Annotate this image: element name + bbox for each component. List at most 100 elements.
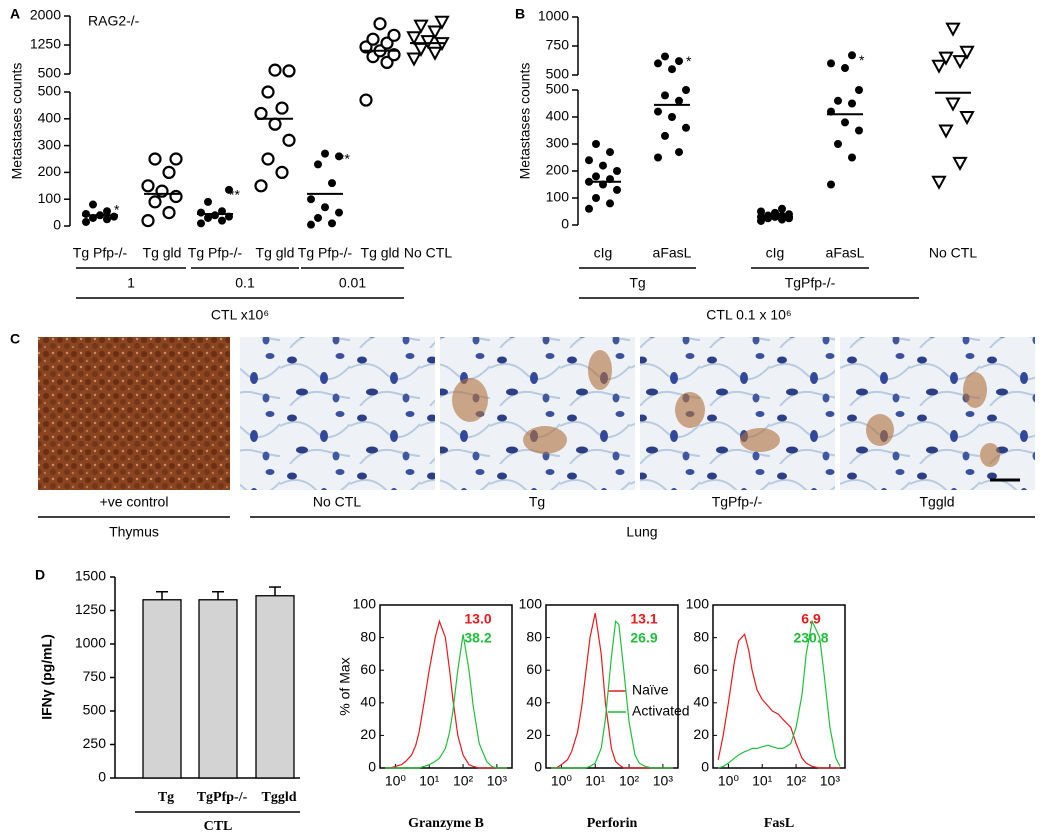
x-tick-label: 10⁰: [551, 773, 573, 789]
data-point: [945, 22, 961, 37]
mfi-label: 13.1: [630, 611, 657, 627]
y-tick-label: 40: [693, 694, 709, 710]
data-point: [335, 152, 343, 161]
x-tick-label: TgPfp-/-: [197, 790, 248, 805]
data-point: [599, 161, 607, 170]
y-tick-label: 750: [83, 668, 107, 684]
image-tg-gld: [840, 337, 1035, 490]
data-point: [848, 153, 856, 162]
y-tick-label: 200: [546, 162, 570, 178]
data-point: [366, 32, 380, 46]
data-point: [834, 140, 842, 148]
x-tick-label: cIg: [766, 245, 785, 261]
data-point: [682, 86, 690, 94]
data-point: [141, 179, 155, 193]
annotation: **: [339, 150, 350, 166]
y-tick-label: 1250: [75, 601, 106, 617]
plot-frame: [545, 604, 679, 769]
data-point: [328, 219, 336, 228]
data-point: [848, 99, 856, 108]
data-point: [328, 179, 336, 188]
data-point: [268, 117, 282, 131]
x-tick-label: 10¹: [752, 773, 773, 789]
group-label: 0.1: [235, 275, 255, 291]
x-tick-label: 10²: [453, 773, 474, 789]
data-point: [282, 133, 296, 147]
bar: [255, 595, 295, 779]
data-point: [169, 189, 183, 204]
data-point: [661, 91, 669, 100]
y-tick-label: 400: [546, 108, 570, 124]
data-point: [155, 184, 169, 198]
y-tick-label: 500: [546, 81, 570, 97]
data-point: [89, 200, 97, 209]
y-tick-label: 400: [38, 110, 62, 126]
y-tick-label: 80: [526, 628, 542, 644]
data-point: [613, 167, 621, 175]
y-tick-label: 60: [693, 661, 709, 677]
y-tick-label: 300: [546, 135, 570, 151]
x-tick-label: 10³: [820, 773, 841, 789]
y-tick-label: 1000: [538, 8, 569, 24]
data-point: [938, 124, 954, 139]
y-tick-label: 300: [38, 136, 62, 152]
annotation: *: [114, 201, 120, 217]
x-tick-label: Tg gld: [256, 245, 295, 261]
y-tick-label: 100: [38, 190, 62, 206]
data-point: [321, 149, 329, 158]
y-tick-label: 0: [53, 217, 61, 233]
x-tick-label: aFasL: [826, 245, 865, 261]
histogram-line: [385, 634, 508, 769]
data-point: [218, 216, 226, 225]
image-thymus: [38, 337, 230, 490]
x-axis-label: Granzyme B: [408, 816, 484, 831]
data-point: [413, 19, 429, 34]
y-tick-label: 1000: [75, 635, 106, 651]
data-point: [103, 215, 111, 224]
data-point: [261, 85, 275, 99]
legend-label: Activated: [632, 703, 690, 719]
group-label: Tg: [629, 275, 645, 291]
data-point: [420, 35, 436, 50]
panel-c-images: [38, 337, 1035, 490]
data-point: [654, 153, 662, 162]
bar: [198, 599, 238, 779]
x-tick-label: Tg gld: [143, 245, 182, 261]
y-tick-label: 500: [38, 65, 62, 81]
image-label: TgPfp-/-: [712, 494, 763, 510]
data-point: [931, 59, 947, 74]
data-point: [307, 220, 315, 229]
data-point: [931, 175, 947, 190]
x-tick-label: 10⁰: [385, 773, 407, 789]
x-tick-label: 10²: [786, 773, 807, 789]
data-point: [359, 93, 373, 107]
y-tick-label: 200: [38, 163, 62, 179]
data-point: [148, 152, 162, 166]
x-tick-label: No CTL: [929, 245, 977, 261]
data-point: [268, 63, 282, 77]
histogram-line: [385, 619, 508, 769]
data-point: [254, 179, 268, 193]
y-tick-label: 20: [360, 726, 376, 742]
y-tick-label: 60: [526, 661, 542, 677]
data-point: [592, 194, 600, 202]
data-point: [254, 106, 268, 121]
x-axis-label: FasL: [764, 816, 794, 831]
data-point: [585, 156, 593, 165]
data-point: [848, 51, 856, 60]
x-tick-label: aFasL: [653, 245, 692, 261]
y-tick-label: 500: [546, 66, 570, 82]
group-label: 1: [127, 275, 135, 291]
y-tick-label: 0: [534, 759, 542, 775]
image-tg-pfp: [640, 337, 835, 490]
stain: [452, 350, 1000, 467]
data-point: [778, 204, 786, 213]
mfi-label: 26.9: [630, 630, 657, 646]
data-point: [834, 96, 842, 105]
y-tick-label: 100: [353, 596, 377, 612]
x-tick-label: Tg Pfp-/-: [298, 245, 353, 261]
data-point: [654, 59, 662, 68]
y-tick-label: 80: [693, 628, 709, 644]
